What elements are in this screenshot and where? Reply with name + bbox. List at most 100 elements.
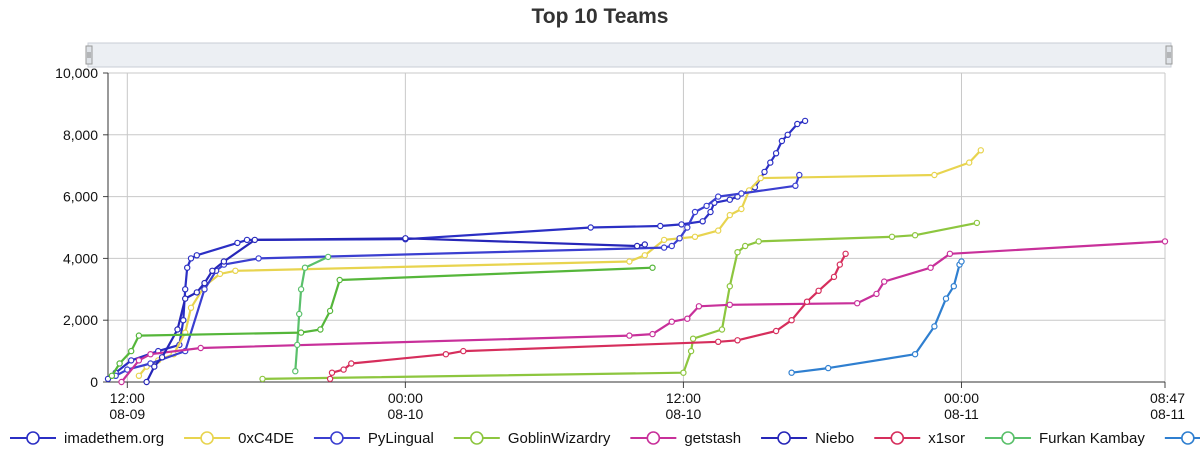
data-point [348,360,355,367]
data-point [641,241,649,248]
legend-label: getstash [684,430,741,447]
data-point [927,264,934,271]
legend-item[interactable]: GoblinWizardry [453,430,611,447]
x-tick-time-label: 12:00 [666,390,701,406]
data-point [715,227,722,234]
legend-swatch-marker [470,431,484,445]
legend-swatch-marker [26,431,40,445]
data-point [649,264,656,271]
data-point [703,202,710,210]
data-point [687,347,695,355]
series-line [791,260,963,374]
legend-swatch-marker [890,431,905,445]
data-point [767,159,774,166]
x-tick-date-label: 08-09 [109,406,145,422]
data-point [340,366,347,373]
x-tick-time-label: 12:00 [110,390,145,406]
data-point [158,354,166,361]
data-point [691,208,699,216]
legend-item[interactable]: 0xC4DE [184,430,294,447]
data-point [715,193,722,200]
legend-swatch-marker [1001,431,1015,445]
data-point [668,318,676,325]
x-tick-date-label: 08-11 [1150,406,1185,422]
data-point [116,360,123,367]
data-point [830,273,838,281]
data-point [734,248,741,256]
series-niebo [143,235,649,386]
data-point [873,290,880,298]
data-point [695,303,703,310]
legend-item[interactable]: getstash [630,430,741,447]
data-point [678,221,685,228]
data-point [259,375,266,383]
data-point [402,235,409,242]
data-point [707,208,714,216]
data-point [788,369,795,376]
data-point [1161,238,1169,245]
y-tick-label: 4,000 [63,250,98,266]
data-point [778,137,786,145]
navigator-right-handle[interactable] [1165,45,1173,65]
legend-swatch-marker [646,431,661,445]
data-point [684,315,691,322]
data-point [294,341,301,349]
data-point [326,375,334,383]
data-point [660,236,668,244]
data-point [755,238,762,245]
data-point [742,242,749,250]
x-tick-time-label: 00:00 [944,390,979,406]
data-point [626,332,633,339]
data-point [801,117,809,125]
y-tick-label: 2,000 [63,312,98,328]
data-point [587,224,594,231]
series-goblinwizardry [259,219,981,383]
data-point [931,171,938,179]
data-point [942,295,950,302]
range-navigator[interactable] [85,42,1173,68]
data-point [657,222,664,230]
data-point [151,363,158,370]
legend-swatch-marker [1181,431,1195,445]
series-furkan-kambay [292,253,332,375]
data-point [788,317,795,324]
data-point [641,252,649,259]
data-point [691,233,699,240]
navigator-left-handle[interactable] [85,45,93,65]
navigator-track[interactable] [87,42,1172,68]
data-point [757,174,764,182]
legend-item[interactable]: x1sor [874,430,965,447]
legend-item[interactable]: Furkan Kambay [984,430,1145,447]
data-point [772,150,780,157]
series-getstash [118,238,1169,386]
data-point [792,182,799,189]
data-point [854,300,861,307]
legend-label: x1sor [928,430,965,447]
legend-item[interactable]: Niebo [761,430,854,447]
series-segnote [108,264,656,379]
data-point [243,236,251,244]
data-point [135,372,143,379]
data-point [124,366,131,373]
data-point [684,224,691,231]
legend-swatch-marker [200,431,214,445]
data-point [958,258,965,265]
data-point [772,327,780,335]
data-point [784,131,791,138]
legend-label: PyLingual [368,430,434,447]
data-point [232,267,239,274]
legend-item[interactable]: imadethem.org [10,430,164,447]
axes: 02,0004,0006,0008,00010,00012:0008-0900:… [55,65,1185,422]
data-point [973,219,981,227]
data-point [796,171,803,179]
legend-item[interactable]: PyLingual [313,430,434,447]
data-point [966,159,973,166]
legend-item[interactable]: Spoiled Cat [1164,430,1200,447]
data-point [317,326,324,333]
x-tick-date-label: 08-10 [666,406,702,422]
data-point [836,261,844,268]
data-point [108,372,116,379]
series-line [120,240,1166,383]
series-line [115,174,801,377]
